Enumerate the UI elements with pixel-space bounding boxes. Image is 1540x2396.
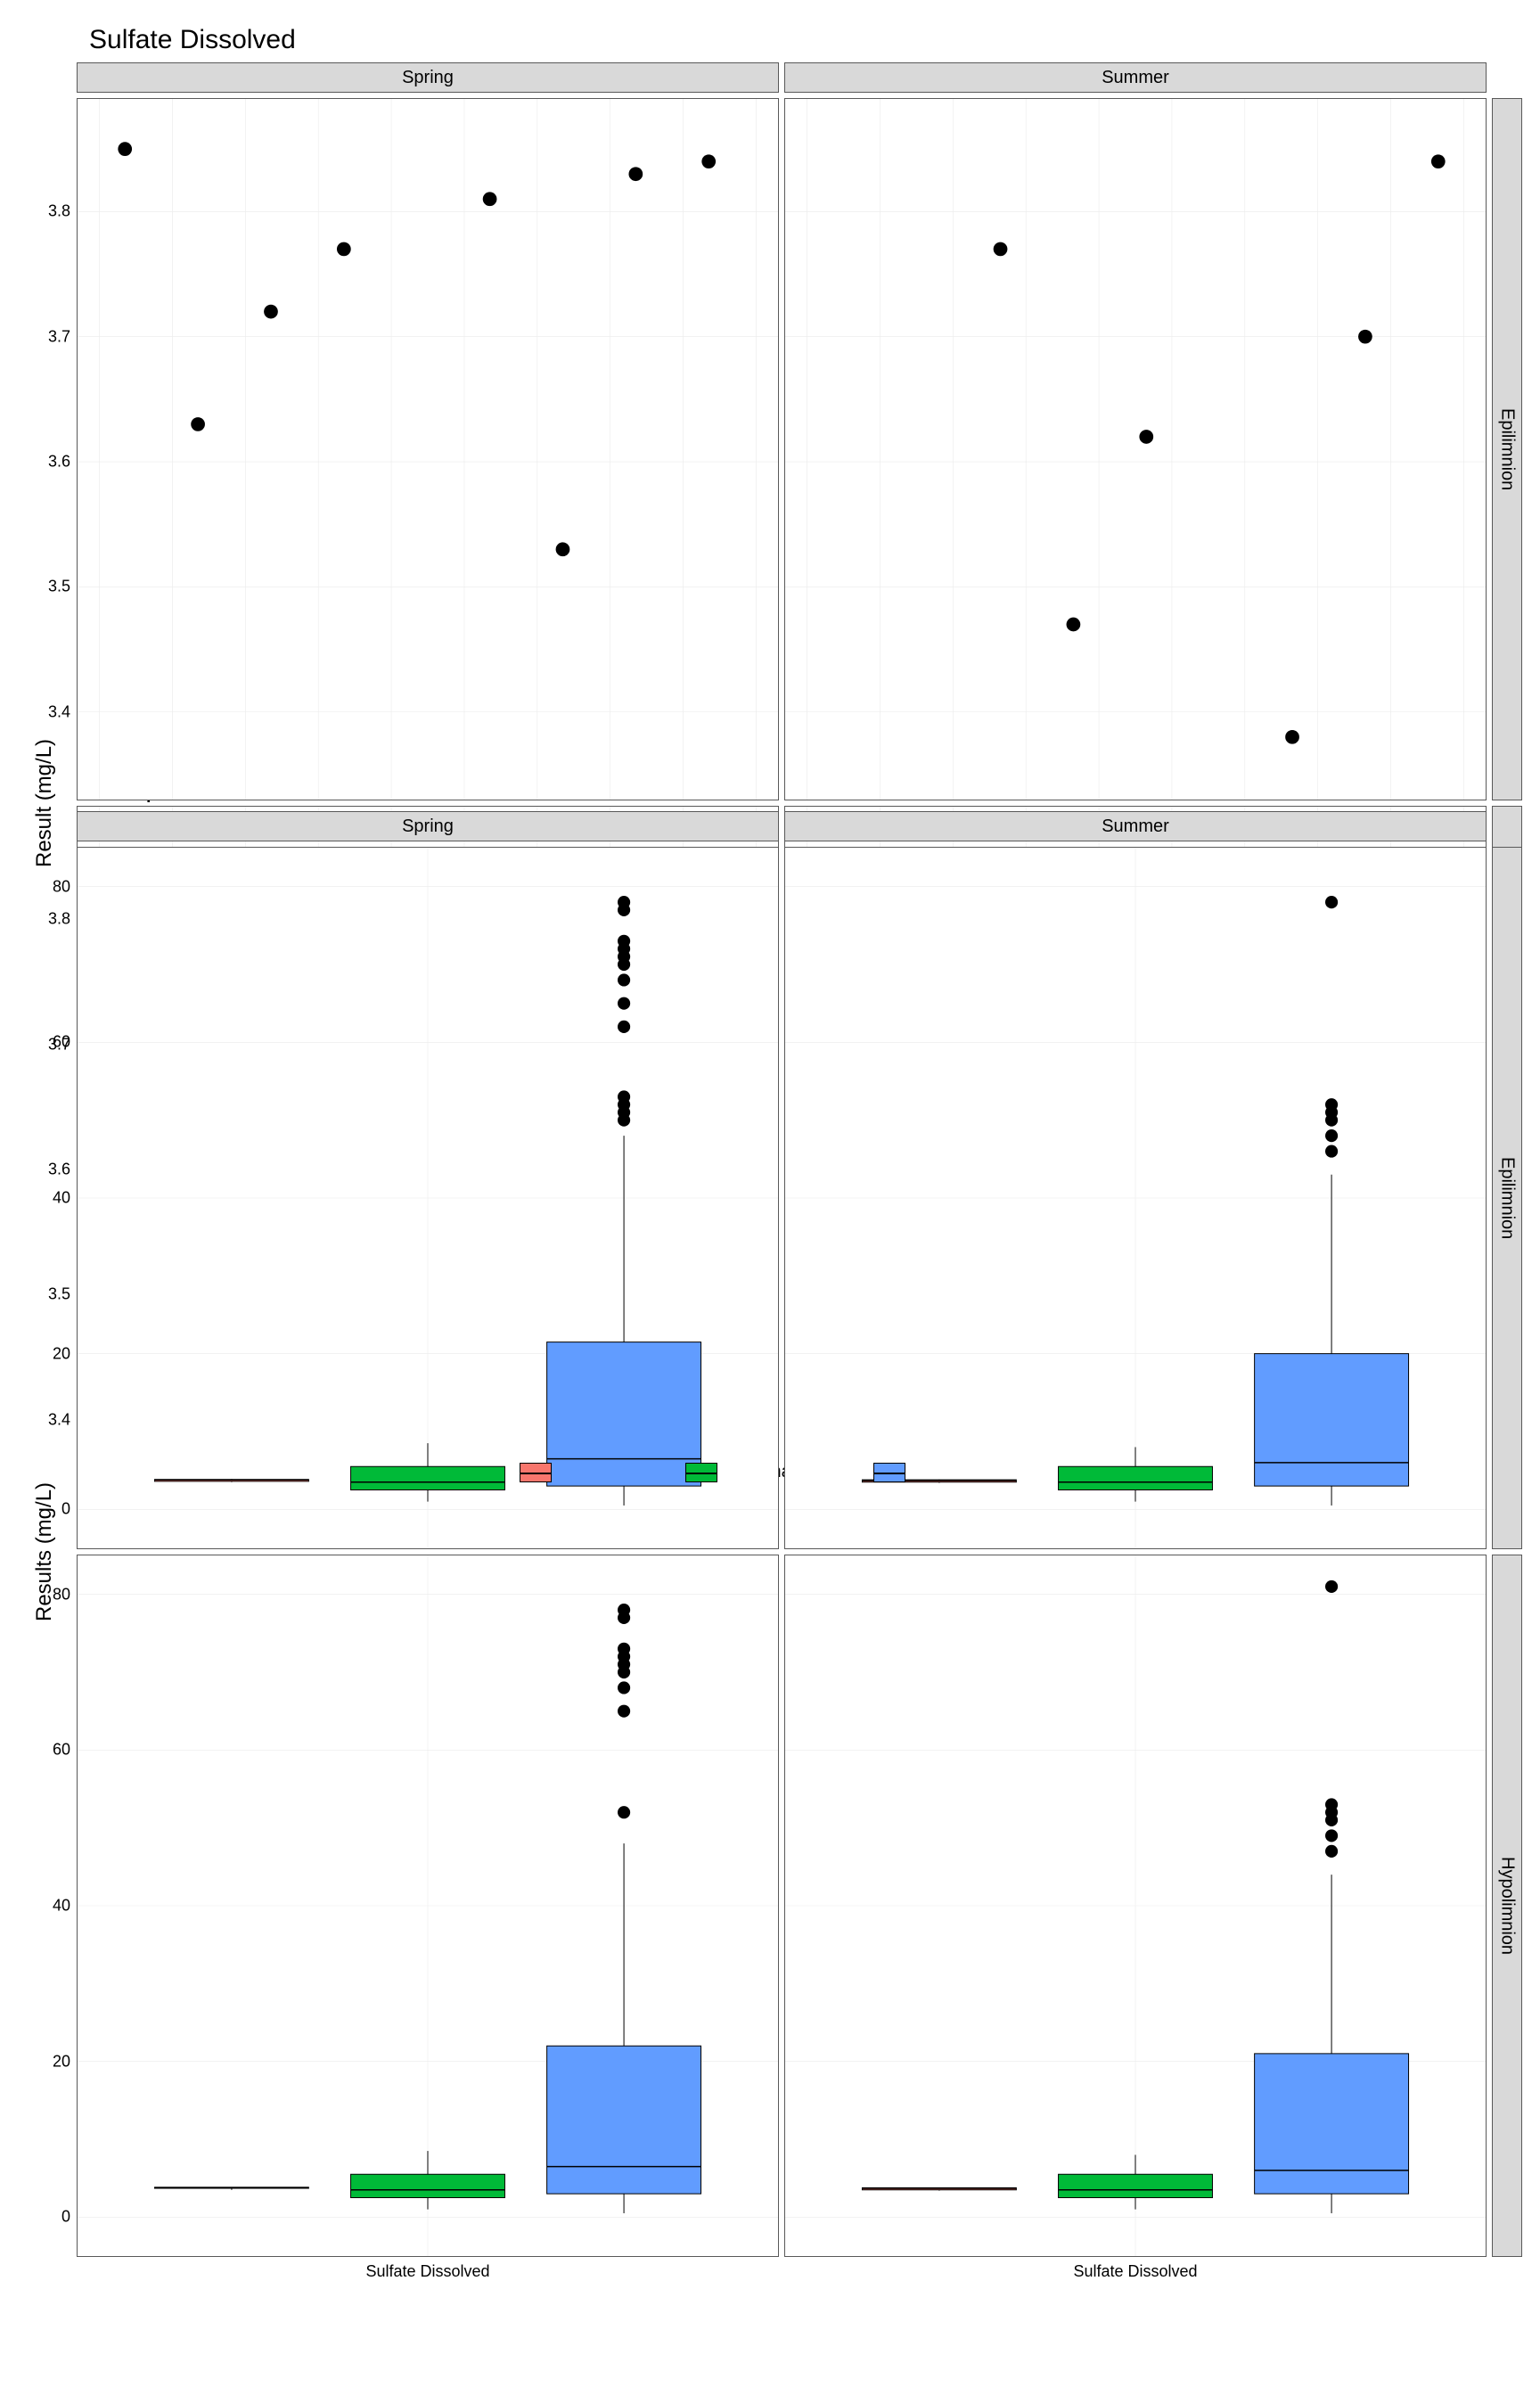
box-panel-summer-epi — [784, 847, 1487, 1549]
scatter-facet-grid: Result (mg/L) Spring Summer 3.43.53.63.7… — [18, 62, 1522, 722]
box-panel-spring-hypo: 020406080 — [77, 1555, 779, 2257]
box-x-summer: Sulfate Dissolved — [784, 2262, 1487, 2293]
panel-spring-epi: 3.43.53.63.73.8 — [77, 98, 779, 800]
legend-swatch — [685, 1463, 717, 1482]
row-strip-epi: Epilimnion — [1492, 98, 1522, 800]
box-col-spring: Spring — [77, 811, 779, 841]
box-x-spring: Sulfate Dissolved — [77, 2262, 779, 2293]
col-strip-summer: Summer — [784, 62, 1487, 93]
legend-swatch — [873, 1463, 905, 1482]
col-strip-spring: Spring — [77, 62, 779, 93]
legend-swatch — [520, 1463, 552, 1482]
boxplot-facet-grid: Results (mg/L) Spring Summer 020406080 E… — [18, 811, 1522, 1435]
box-col-summer: Summer — [784, 811, 1487, 841]
box-row-hypo: Hypolimnion — [1492, 1555, 1522, 2257]
box-row-epi: Epilimnion — [1492, 847, 1522, 1549]
panel-summer-epi — [784, 98, 1487, 800]
box-panel-summer-hypo — [784, 1555, 1487, 2257]
scatter-title: Sulfate Dissolved — [89, 25, 1522, 55]
box-panel-spring-epi: 020406080 — [77, 847, 779, 1549]
